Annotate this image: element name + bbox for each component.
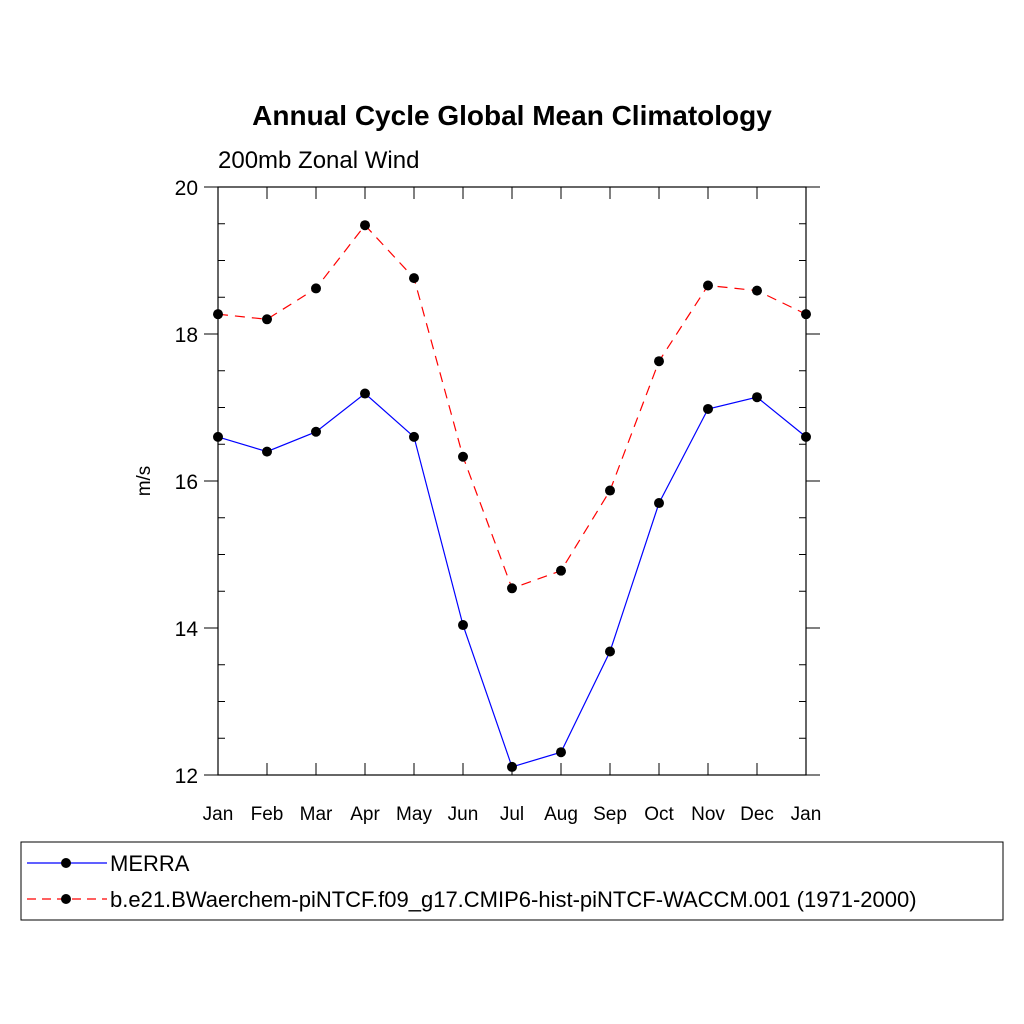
series-0-point [801,431,811,442]
series-1-point [507,583,517,594]
x-tick-labels: Jan Feb Mar Apr May Jun Jul Aug Sep Oct Nov Dec Jan [203,804,822,825]
series-1-point [801,309,811,320]
y-tick-label: 20 [175,177,198,200]
x-tick-label: Dec [740,804,774,825]
series-0-point [654,498,664,509]
series-0-point [703,403,713,414]
series-0-point [409,431,419,442]
series-1-point [213,309,223,320]
plot-frame [217,186,807,776]
legend-label-merra: MERRA [110,851,190,876]
series-layer [213,220,811,772]
series-1-point [311,283,321,294]
x-tick-label: Jan [203,804,234,825]
x-tick-label: Sep [593,804,627,825]
series-1-point [556,565,566,576]
legend-marker-model [61,894,71,904]
series-1-point [409,273,419,284]
legend-box [20,841,1004,921]
x-tick-label: Nov [691,804,725,825]
x-tick-label: Mar [300,804,333,825]
x-tick-label: Oct [644,804,674,825]
legend-marker-merra [61,858,71,868]
series-0-point [311,426,321,437]
y-tick-label: 18 [175,324,198,347]
legend: MERRA b.e21.BWaerchem-piNTCF.f09_g17.CMI… [20,841,1004,921]
y-axis-label: m/s [134,466,155,497]
x-tick-label: Feb [251,804,284,825]
series-1-point [654,356,664,367]
y-tick-label: 16 [175,471,198,494]
series-0-point [262,446,272,457]
series-1-point [605,485,615,496]
series-0-point [605,646,615,657]
series-0-point [458,620,468,631]
series-0-point [752,392,762,403]
series-1-point [458,451,468,462]
x-tick-label: Jan [791,804,822,825]
series-1-point [262,314,272,325]
series-0-point [213,431,223,442]
series-1-point [703,280,713,291]
series-1-point [752,285,762,296]
legend-label-model: b.e21.BWaerchem-piNTCF.f09_g17.CMIP6-his… [110,887,917,912]
series-0-point [360,388,370,399]
y-tick-labels: 12 14 16 18 20 [175,177,199,788]
series-0-point [556,747,566,758]
chart-subtitle: 200mb Zonal Wind [218,147,419,174]
chart-title: Annual Cycle Global Mean Climatology [252,100,772,131]
series-0-point [507,761,517,772]
x-tick-label: May [396,804,432,825]
x-tick-label: Jul [500,804,524,825]
y-tick-label: 12 [175,765,198,788]
x-tick-label: Jun [448,804,479,825]
x-tick-label: Apr [350,804,380,825]
series-1-point [360,220,370,231]
axis-ticks [204,186,820,776]
x-tick-label: Aug [544,804,578,825]
series-line-0 [217,392,807,768]
y-tick-label: 14 [175,618,199,641]
